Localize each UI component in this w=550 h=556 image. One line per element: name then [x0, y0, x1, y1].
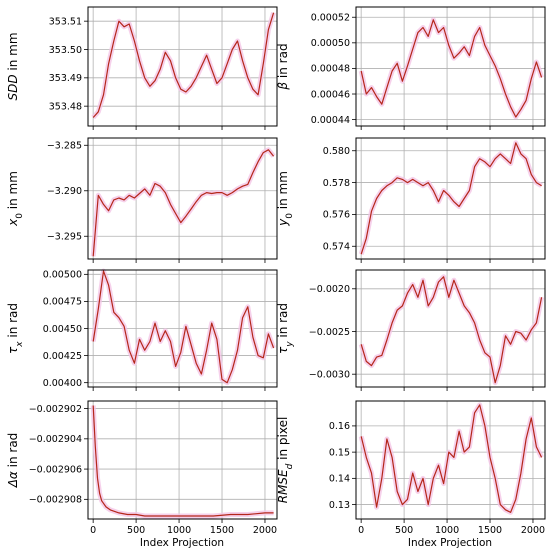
y-axis-label: y0 in mm	[276, 171, 295, 227]
subplot-2: 0.00044 0.00046 0.00048 0.00050 0.00052 β in …	[276, 6, 546, 130]
series-band	[358, 274, 545, 386]
x-tick-label: 1500	[478, 525, 502, 536]
series-line	[92, 12, 275, 118]
y-tick-label: −3.295	[47, 232, 82, 243]
y-tick-label: 0.00450	[43, 324, 82, 335]
subplot-3: −3.295 −3.290 −3.285 x0 in mm	[6, 137, 278, 263]
x-tick-label: 2000	[521, 525, 545, 536]
y-tick-label: 0.00400	[43, 378, 82, 389]
subplot-grid: 353.48 353.49 353.50 353.51 SDD in mm 0.00044…	[6, 6, 546, 536]
y-tick-label: 0.580	[323, 146, 350, 157]
x-tick-label: 2000	[253, 525, 277, 536]
x-tick-label: 1000	[435, 525, 459, 536]
x-axis-label-right: Index Projection	[408, 537, 492, 549]
series-line	[92, 405, 274, 517]
y-axis-label: τy in rad	[276, 303, 295, 354]
axes-frame	[355, 137, 546, 260]
x-tick-label: 0	[358, 525, 364, 536]
y-tick-label: 0.14	[329, 474, 350, 485]
series-line	[360, 404, 543, 513]
y-tick-label: −0.0030	[309, 369, 350, 380]
y-axis-label: β in rad	[276, 43, 290, 90]
axes-frame	[355, 269, 546, 388]
series-line	[92, 270, 275, 384]
axes-frame	[87, 400, 278, 520]
series-line	[360, 276, 543, 384]
y-tick-label: 0.13	[329, 500, 350, 511]
axes-frame	[87, 137, 278, 260]
y-tick-label: −0.002906	[29, 464, 82, 475]
y-tick-label: −0.002908	[29, 495, 82, 506]
subplot-7: −0.002902 −0.002904 −0.002906 −0.002908 0 500…	[6, 400, 278, 536]
y-tick-label: 353.49	[49, 73, 82, 84]
axes-frame	[355, 400, 546, 520]
x-tick-label: 500	[395, 525, 413, 536]
y-axis-label: RMSEd in pixel	[276, 417, 295, 504]
y-tick-label: −0.002904	[29, 434, 82, 445]
y-axis-label: τx in rad	[6, 303, 25, 354]
y-axis-label: SDD in mm	[6, 32, 20, 100]
y-tick-label: −3.290	[47, 186, 82, 197]
y-axis-label: x0 in mm	[6, 171, 25, 227]
subplot-1: 353.48 353.49 353.50 353.51 SDD in mm	[6, 6, 278, 130]
y-tick-label: 0.15	[329, 447, 350, 458]
y-tick-label: 0.00048	[311, 64, 350, 75]
axes-frame	[87, 6, 278, 127]
y-tick-label: 0.00046	[311, 89, 350, 100]
axes-frame	[355, 6, 546, 127]
subplot-5: 0.00400 0.00425 0.00450 0.00475 0.00500 τx in…	[6, 268, 278, 391]
subplot-8: 0.13 0.14 0.15 0.16 0 500 1000 1500 2000 RMSEd in…	[276, 400, 546, 536]
x-axis-label-left: Index Projection	[140, 537, 224, 549]
y-tick-label: 353.50	[49, 45, 82, 56]
series-band	[91, 11, 276, 120]
subplot-4: 0.574 0.576 0.578 0.580 y0 in mm	[276, 137, 546, 263]
x-tick-label: 500	[127, 525, 145, 536]
series-band	[358, 402, 544, 515]
subplot-6: −0.0030 −0.0025 −0.0020 τy in rad	[276, 269, 546, 391]
x-tick-label: 1500	[210, 525, 234, 536]
x-tick-label: 1000	[167, 525, 191, 536]
y-tick-label: 0.578	[323, 178, 350, 189]
y-tick-label: −0.002902	[29, 404, 82, 415]
y-tick-label: 0.574	[323, 242, 350, 253]
y-tick-label: −0.0020	[309, 284, 350, 295]
series-band	[90, 268, 276, 386]
y-tick-label: 0.00044	[311, 115, 350, 126]
y-tick-label: 0.00052	[311, 13, 350, 24]
y-tick-label: −3.285	[47, 141, 82, 152]
x-tick-label: 0	[90, 525, 96, 536]
y-tick-label: 0.576	[323, 210, 350, 221]
series-line	[92, 149, 275, 257]
y-tick-label: 0.00425	[43, 351, 82, 362]
y-tick-label: 353.48	[49, 101, 82, 112]
y-tick-label: 0.16	[329, 421, 350, 432]
series-line	[360, 142, 542, 255]
series-band	[90, 147, 276, 257]
y-tick-label: 0.00500	[43, 270, 82, 281]
y-tick-label: 353.51	[49, 16, 82, 27]
y-axis-label: Δα in rad	[6, 433, 20, 489]
y-tick-label: −0.0025	[309, 327, 350, 338]
y-tick-label: 0.00475	[43, 297, 82, 308]
series-line	[360, 19, 543, 118]
y-tick-label: 0.00050	[311, 38, 350, 49]
